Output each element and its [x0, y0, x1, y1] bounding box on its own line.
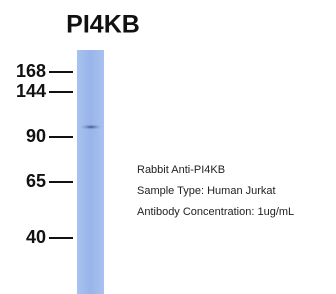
- marker-label: 90: [26, 126, 46, 146]
- marker-label: 40: [26, 227, 46, 247]
- marker-label: 65: [26, 171, 46, 191]
- note: Antibody Concentration: 1ug/mL: [137, 206, 294, 218]
- lane: [77, 50, 104, 294]
- band: [79, 124, 103, 130]
- marker-label: 144: [16, 81, 46, 101]
- note: Sample Type: Human Jurkat: [137, 185, 276, 197]
- blot-figure: PI4KB 168144 90 65 40 Rabbit Anti-PI4KB Samp…: [0, 0, 336, 294]
- title: PI4KB: [66, 11, 140, 39]
- marker-label: 168: [16, 61, 46, 81]
- note: Rabbit Anti-PI4KB: [137, 164, 225, 176]
